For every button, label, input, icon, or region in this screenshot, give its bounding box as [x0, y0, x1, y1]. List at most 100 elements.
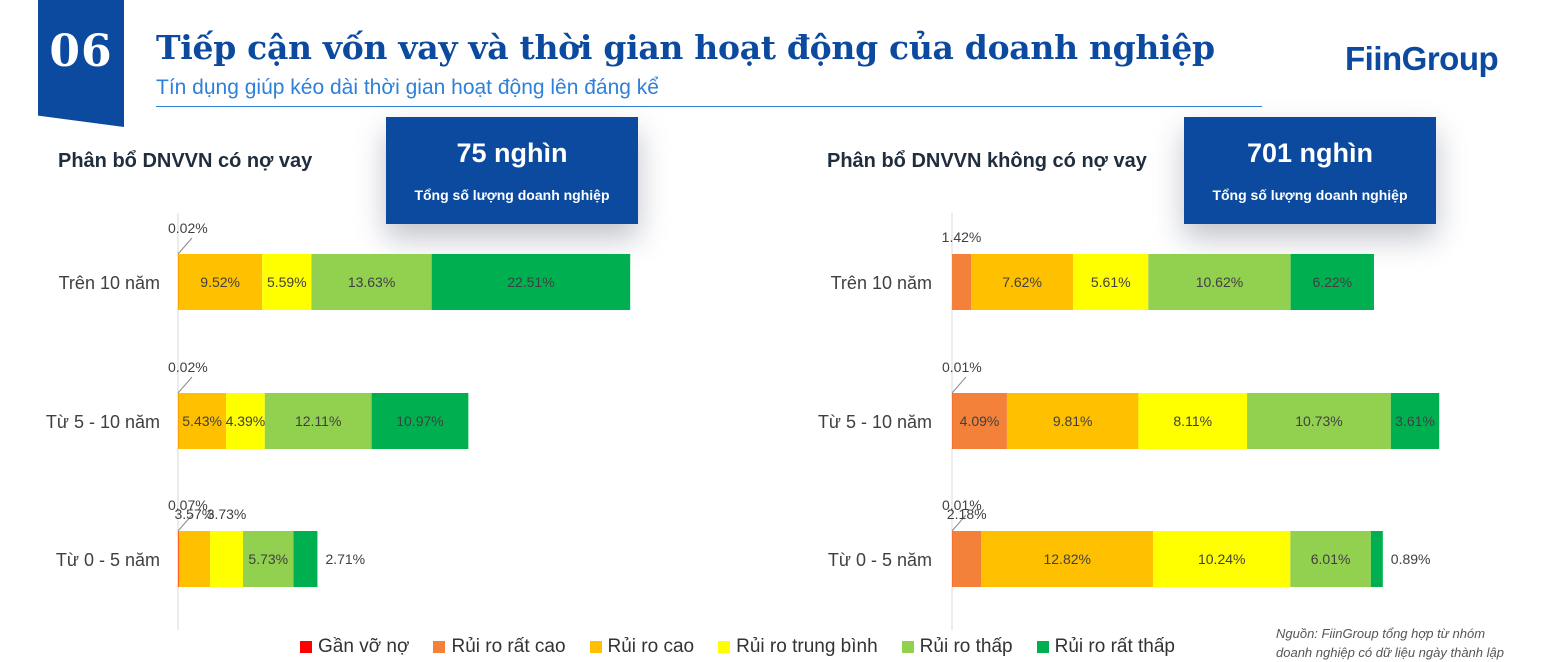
- data-label: 3.61%: [1395, 413, 1435, 429]
- data-label: 3.73%: [207, 506, 247, 522]
- bar-segment: [226, 393, 265, 449]
- category-label: Trên 10 năm: [59, 273, 160, 293]
- bar-segment: [262, 254, 312, 310]
- legend-label: Rủi ro rất cao: [451, 636, 566, 657]
- bar-segment: [952, 393, 1007, 449]
- data-label: 0.89%: [1391, 551, 1431, 567]
- legend-swatch: [433, 641, 446, 653]
- legend-label: Gần vỡ nợ: [318, 636, 410, 657]
- bar-segment: [952, 531, 982, 587]
- category-label: Từ 0 - 5 năm: [56, 550, 160, 570]
- legend-swatch: [901, 641, 914, 653]
- data-label: 10.24%: [1198, 551, 1245, 567]
- data-label: 10.97%: [396, 413, 443, 429]
- left-kpi-label: Tổng số lượng doanh nghiệp: [414, 187, 610, 203]
- category-label: Trên 10 năm: [831, 273, 932, 293]
- section-number: 06: [49, 26, 113, 77]
- source-line-2: doanh nghiệp có dữ liệu ngày thành lập: [1276, 645, 1504, 660]
- data-label: 10.73%: [1295, 413, 1342, 429]
- data-label: 4.09%: [960, 413, 1000, 429]
- header-divider: [156, 106, 1262, 107]
- category-label: Từ 0 - 5 năm: [828, 550, 932, 570]
- data-label: 8.11%: [1173, 413, 1212, 429]
- data-label: 9.52%: [200, 274, 240, 290]
- data-label: 0.01%: [942, 497, 982, 513]
- bar-segment: [1148, 254, 1291, 310]
- bar-segment: [981, 531, 1154, 587]
- left-chart-title: Phân bổ DNVVN có nợ vay: [58, 150, 313, 172]
- data-label: 12.82%: [1043, 551, 1090, 567]
- data-label: 13.63%: [348, 274, 395, 290]
- data-label: 1.42%: [942, 229, 982, 245]
- source-note: Nguồn: FiinGroup tổng hợp từ nhóm doanh …: [1276, 624, 1504, 662]
- bar-segment: [264, 393, 372, 449]
- data-label: 2.71%: [325, 551, 365, 567]
- legend-item: Rủi ro cao: [589, 636, 695, 658]
- bar-segment: [311, 254, 432, 310]
- data-label: 7.62%: [1002, 274, 1042, 290]
- bar-segment: [1006, 393, 1139, 449]
- legend-label: Rủi ro trung bình: [736, 636, 878, 657]
- data-label: 6.22%: [1312, 274, 1352, 290]
- bar-segment: [952, 254, 972, 310]
- left-kpi-value: 75 nghìn: [456, 138, 568, 168]
- leader-line: [177, 376, 193, 394]
- data-label: 6.01%: [1311, 551, 1351, 567]
- category-label: Từ 5 - 10 năm: [46, 412, 160, 432]
- bar-segment: [371, 393, 469, 449]
- leader-line: [177, 514, 193, 532]
- section-number-badge: 06: [38, 0, 124, 127]
- bar-segment: [243, 531, 294, 587]
- right-kpi-value: 701 nghìn: [1246, 138, 1374, 168]
- bar-segment: [178, 393, 227, 449]
- bar-segment: [293, 531, 318, 587]
- data-label: 12.11%: [295, 413, 341, 429]
- data-label: 22.51%: [507, 274, 554, 290]
- category-label: Từ 5 - 10 năm: [818, 412, 932, 432]
- right-chart-title: Phân bổ DNVVN không có nợ vay: [827, 150, 1147, 172]
- leader-line: [177, 237, 193, 255]
- data-label: 0.02%: [168, 220, 208, 236]
- data-label: 5.59%: [267, 274, 307, 290]
- bar-segment: [178, 531, 211, 587]
- bar-segment: [1390, 393, 1440, 449]
- left-kpi-card: 75 nghìn Tổng số lượng doanh nghiệp: [386, 117, 638, 224]
- bar-segment: [1290, 254, 1374, 310]
- chart-legend: Gần vỡ nợ Rủi ro rất cao Rủi ro cao Rủi …: [300, 636, 1175, 658]
- leader-line: [951, 514, 967, 532]
- data-label: 3.57%: [175, 506, 215, 522]
- data-label: 5.73%: [248, 551, 288, 567]
- bar-segment: [971, 254, 1074, 310]
- bar-segment: [431, 254, 631, 310]
- data-label: 2.18%: [947, 506, 987, 522]
- legend-item: Rủi ro rất thấp: [1036, 636, 1176, 658]
- legend-label: Rủi ro cao: [607, 636, 695, 657]
- data-label: 0.07%: [168, 497, 208, 513]
- data-label: 0.01%: [942, 359, 982, 375]
- left-stacked-bar-chart: Trên 10 năm 0.02% 9.52% 5.59% 13.63% 22.51% Từ…: [46, 213, 631, 630]
- leader-line: [951, 376, 967, 394]
- bar-segment: [1153, 531, 1291, 587]
- data-label: 4.39%: [226, 413, 266, 429]
- bar-segment: [1370, 531, 1383, 587]
- legend-item: Gần vỡ nợ: [300, 636, 409, 658]
- legend-label: Rủi ro thấp: [919, 636, 1013, 657]
- data-label: 5.61%: [1091, 274, 1131, 290]
- page-title: Tiếp cận vốn vay và thời gian hoạt động …: [156, 28, 1215, 67]
- data-label: 9.81%: [1053, 413, 1093, 429]
- bar-segment: [1138, 393, 1248, 449]
- bar-segment: [178, 531, 179, 587]
- legend-item: Rủi ro trung bình: [718, 636, 878, 658]
- data-label: 10.62%: [1196, 274, 1243, 290]
- legend-item: Rủi ro rất cao: [433, 636, 566, 658]
- bar-segment: [1247, 393, 1391, 449]
- legend-label: Rủi ro rất thấp: [1054, 636, 1176, 657]
- legend-swatch: [718, 641, 731, 653]
- right-kpi-card: 701 nghìn Tổng số lượng doanh nghiệp: [1184, 117, 1436, 224]
- fiingroup-logo: FiinGroup: [1345, 40, 1499, 77]
- right-stacked-bar-chart: Trên 10 năm 1.42% 7.62% 5.61% 10.62% 6.22% Từ …: [818, 213, 1440, 630]
- legend-item: Rủi ro thấp: [901, 636, 1013, 658]
- bar-segment: [210, 531, 244, 587]
- bar-segment: [178, 254, 263, 310]
- right-kpi-label: Tổng số lượng doanh nghiệp: [1212, 187, 1408, 203]
